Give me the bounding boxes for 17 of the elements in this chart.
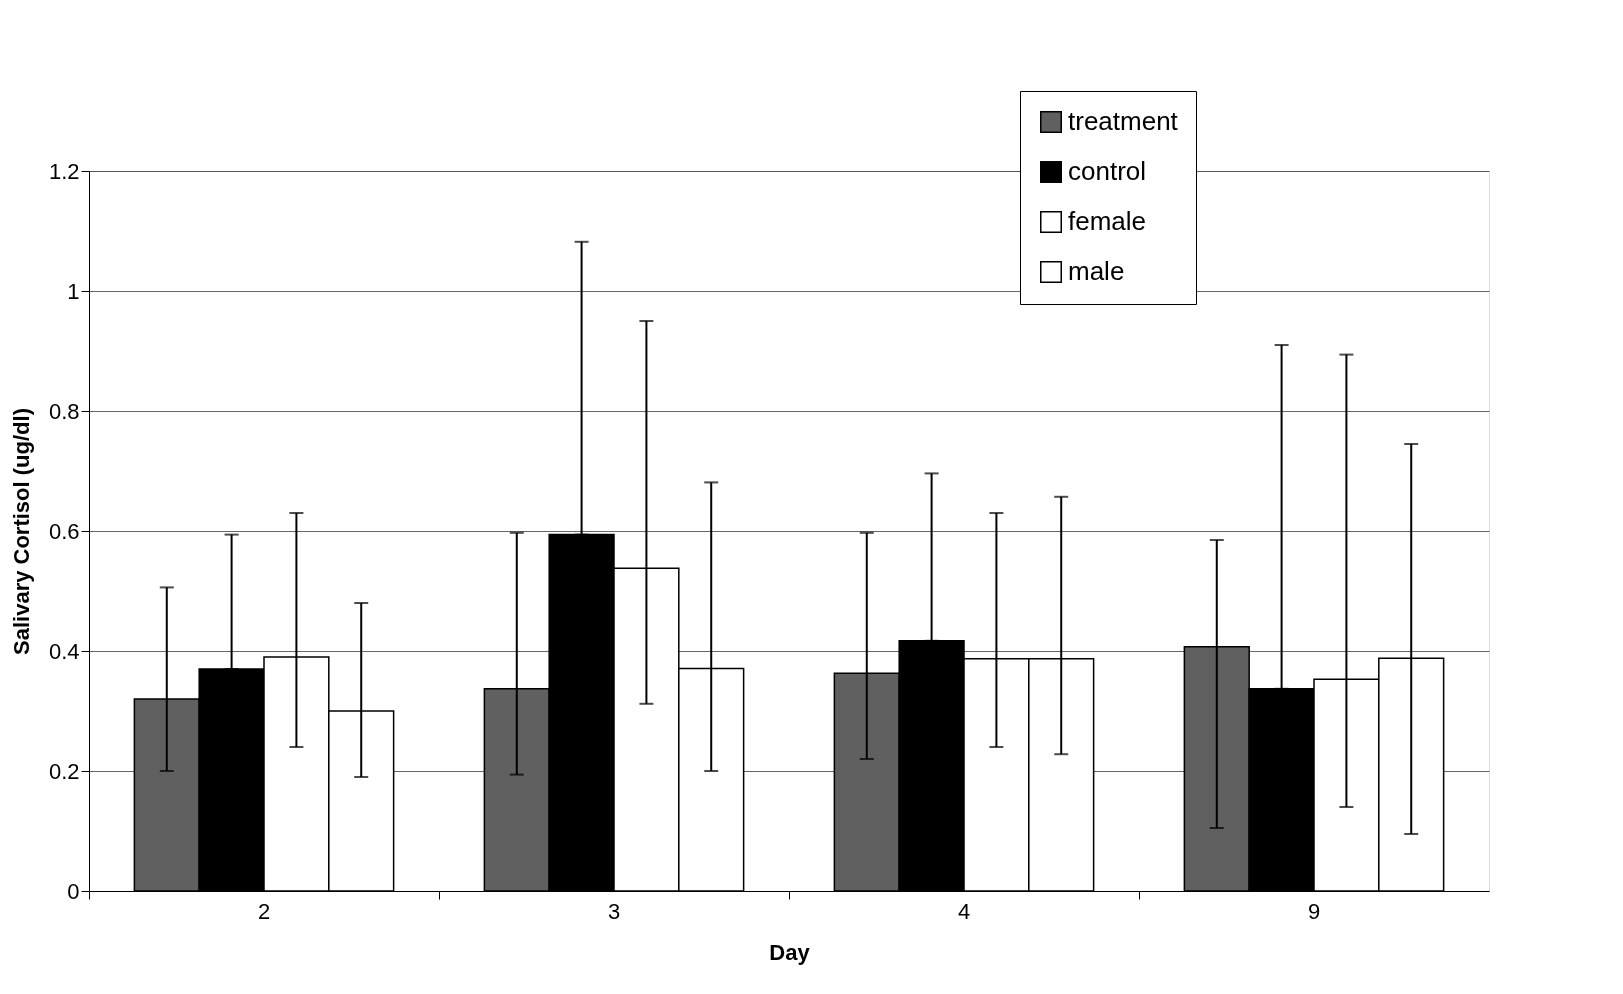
y-tick-label: 0 bbox=[67, 878, 80, 904]
y-tick-label: 1.2 bbox=[48, 158, 80, 184]
y-tick-label: 0.6 bbox=[48, 518, 80, 544]
y-tick-label: 0.2 bbox=[48, 758, 80, 784]
y-tick-label: 0.8 bbox=[48, 398, 80, 424]
x-tick-label: 3 bbox=[607, 898, 621, 924]
legend-label: female bbox=[1068, 206, 1147, 236]
x-axis-title: Day bbox=[769, 939, 811, 965]
x-tick-label: 9 bbox=[1307, 898, 1321, 924]
legend-label: control bbox=[1068, 156, 1147, 186]
legend-label: male bbox=[1068, 256, 1125, 286]
x-tick-label: 4 bbox=[957, 898, 971, 924]
y-tick-label: 0.4 bbox=[48, 638, 80, 664]
y-axis-title: Salivary Cortisol (ug/dl) bbox=[8, 408, 34, 655]
y-tick-label: 1 bbox=[67, 278, 80, 304]
legend-label: treatment bbox=[1068, 106, 1179, 136]
x-tick-label: 2 bbox=[257, 898, 271, 924]
